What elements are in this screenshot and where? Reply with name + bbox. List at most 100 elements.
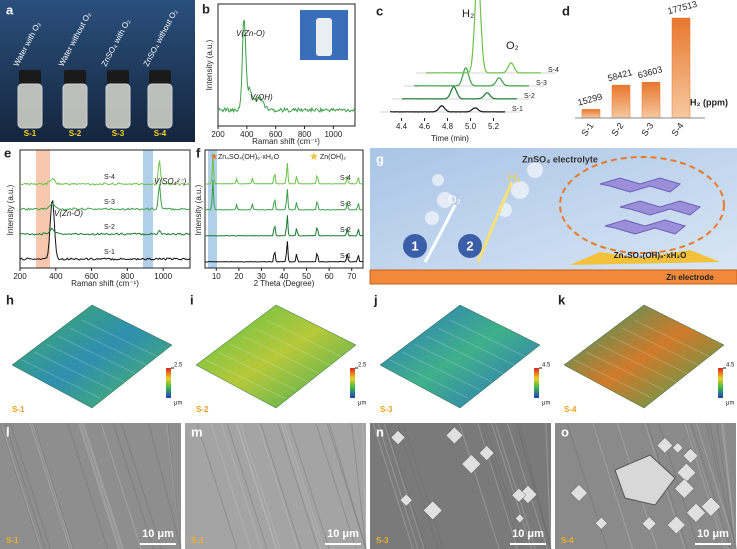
scratch xyxy=(9,422,51,549)
surface-streak xyxy=(389,359,469,399)
annotation: V(Zn-O) xyxy=(236,29,265,38)
crystal xyxy=(700,496,721,517)
gas-label: O₂ xyxy=(506,40,519,52)
panel-label: e xyxy=(4,145,11,160)
scratch xyxy=(283,422,325,549)
series-label: S-1 xyxy=(104,249,115,256)
scratch xyxy=(29,422,71,549)
x-axis-label: Time (min) xyxy=(431,134,469,143)
scratch xyxy=(81,422,123,549)
scratch xyxy=(236,422,278,549)
surface-streak xyxy=(585,351,665,391)
scratch xyxy=(351,422,367,549)
scratch xyxy=(328,422,367,549)
surface-3d xyxy=(563,304,725,409)
step-number: 2 xyxy=(466,238,473,253)
zn-deposit xyxy=(570,250,720,265)
series-label: S-1 xyxy=(340,253,351,260)
series-label: S-3 xyxy=(536,80,547,87)
band xyxy=(208,150,217,268)
scratch xyxy=(166,422,182,549)
spectrum-line xyxy=(217,19,356,114)
colorbar-label: 2.5 xyxy=(174,363,183,369)
sample-id: S-2 xyxy=(191,536,204,545)
title: ZnSO₄ electrolyte xyxy=(522,154,598,164)
spectrum-line xyxy=(390,105,506,113)
crystal xyxy=(570,484,588,502)
sample-id: S-2 xyxy=(69,129,82,138)
value-label: 15299 xyxy=(577,91,604,107)
surface-3d xyxy=(11,304,173,409)
value-label: 177513 xyxy=(667,0,699,16)
scratch xyxy=(4,422,46,549)
zn-electrode xyxy=(369,269,737,285)
scratch xyxy=(82,422,124,549)
crystal xyxy=(656,437,674,454)
panel-label: j xyxy=(373,292,378,307)
panel-label: m xyxy=(191,424,203,439)
annotation: V(OH) xyxy=(250,93,273,102)
vial xyxy=(62,83,88,129)
y-axis-label: Intensity (a.u.) xyxy=(205,39,214,90)
surface-streak xyxy=(45,343,125,383)
surface-streak xyxy=(33,351,113,391)
scratch xyxy=(78,422,120,549)
scratch xyxy=(257,422,299,549)
bubble xyxy=(432,174,444,186)
crystal xyxy=(672,442,684,454)
surface-streak xyxy=(81,319,161,359)
scratch xyxy=(79,422,121,549)
scratch xyxy=(326,422,367,549)
scratch xyxy=(372,422,414,549)
series-label: S-1 xyxy=(512,106,523,113)
scratch xyxy=(516,422,552,549)
colorbar-label: 2.5 xyxy=(358,363,367,369)
x-tick-label: 5.0 xyxy=(465,122,477,131)
x-tick-label: 5.2 xyxy=(488,122,500,131)
x-tick-label: 1000 xyxy=(154,272,172,281)
scratch xyxy=(239,422,281,549)
spectrum-line xyxy=(414,67,530,87)
scratch xyxy=(0,422,41,549)
series-label: S-2 xyxy=(340,227,351,234)
gas-label: O₂ xyxy=(448,194,461,206)
surface-streak xyxy=(437,327,517,367)
series-label: S-2 xyxy=(104,224,115,231)
gas-label: H₂ xyxy=(508,172,520,184)
scratch xyxy=(148,422,182,549)
x-tick-label: 70 xyxy=(347,272,356,281)
surface-streak xyxy=(265,319,345,359)
series-label: S-2 xyxy=(524,93,535,100)
scratch xyxy=(226,422,268,549)
crystal xyxy=(686,502,706,523)
x-tick-label: 40 xyxy=(280,272,289,281)
sample-id: S-4 xyxy=(564,405,577,414)
crystal xyxy=(641,516,657,531)
sample-id: S-1 xyxy=(6,536,19,545)
scratch xyxy=(120,422,162,549)
vial-cap xyxy=(19,70,41,84)
panel-label: n xyxy=(376,424,384,439)
x-tick-label: 4.4 xyxy=(396,122,408,131)
scratch xyxy=(100,422,142,549)
bar xyxy=(671,17,691,119)
surface-streak xyxy=(69,327,149,367)
x-tick-label: 600 xyxy=(269,130,283,139)
x-tick-label: 30 xyxy=(257,272,266,281)
panel-label: a xyxy=(6,2,14,17)
bar xyxy=(641,81,661,119)
colorbar xyxy=(166,368,171,398)
x-tick-label: 20 xyxy=(234,272,243,281)
plot-frame xyxy=(204,149,364,269)
scratch xyxy=(705,422,737,549)
sample-id: S-1 xyxy=(12,405,25,414)
scratch xyxy=(280,422,322,549)
bubble xyxy=(527,162,543,178)
crystal-layer xyxy=(619,200,702,216)
vial-cap xyxy=(149,70,171,84)
series-label: S-3 xyxy=(340,201,351,208)
spectrum-line xyxy=(204,241,364,263)
scratch xyxy=(112,422,154,549)
crystal xyxy=(515,513,525,524)
